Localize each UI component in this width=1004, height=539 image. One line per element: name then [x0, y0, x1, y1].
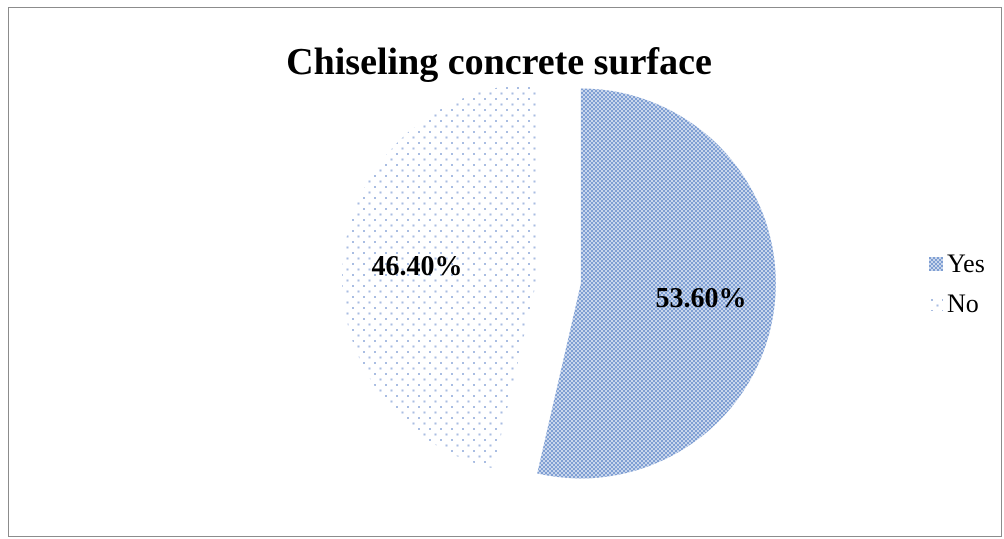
data-label-no: 46.40%: [372, 251, 463, 282]
pie-slice-no: [342, 83, 538, 469]
legend: Yes No: [929, 244, 985, 324]
legend-swatch-no: [929, 297, 943, 311]
legend-item-yes: Yes: [929, 244, 985, 284]
pie-data-labels: 53.60% 46.40%: [372, 251, 747, 314]
legend-swatch-yes: [929, 257, 943, 271]
legend-item-no: No: [929, 284, 985, 324]
chart-frame: Chiseling concrete surface 53.60% 46.40% …: [8, 7, 1002, 537]
pie-slice-yes: [537, 88, 776, 479]
pie-chart: 53.60% 46.40%: [342, 83, 776, 479]
legend-label-no: No: [947, 289, 979, 318]
data-label-yes: 53.60%: [655, 283, 746, 314]
chart-title: Chiseling concrete surface: [286, 41, 712, 83]
pie-slices: [342, 83, 776, 479]
legend-label-yes: Yes: [947, 249, 985, 278]
